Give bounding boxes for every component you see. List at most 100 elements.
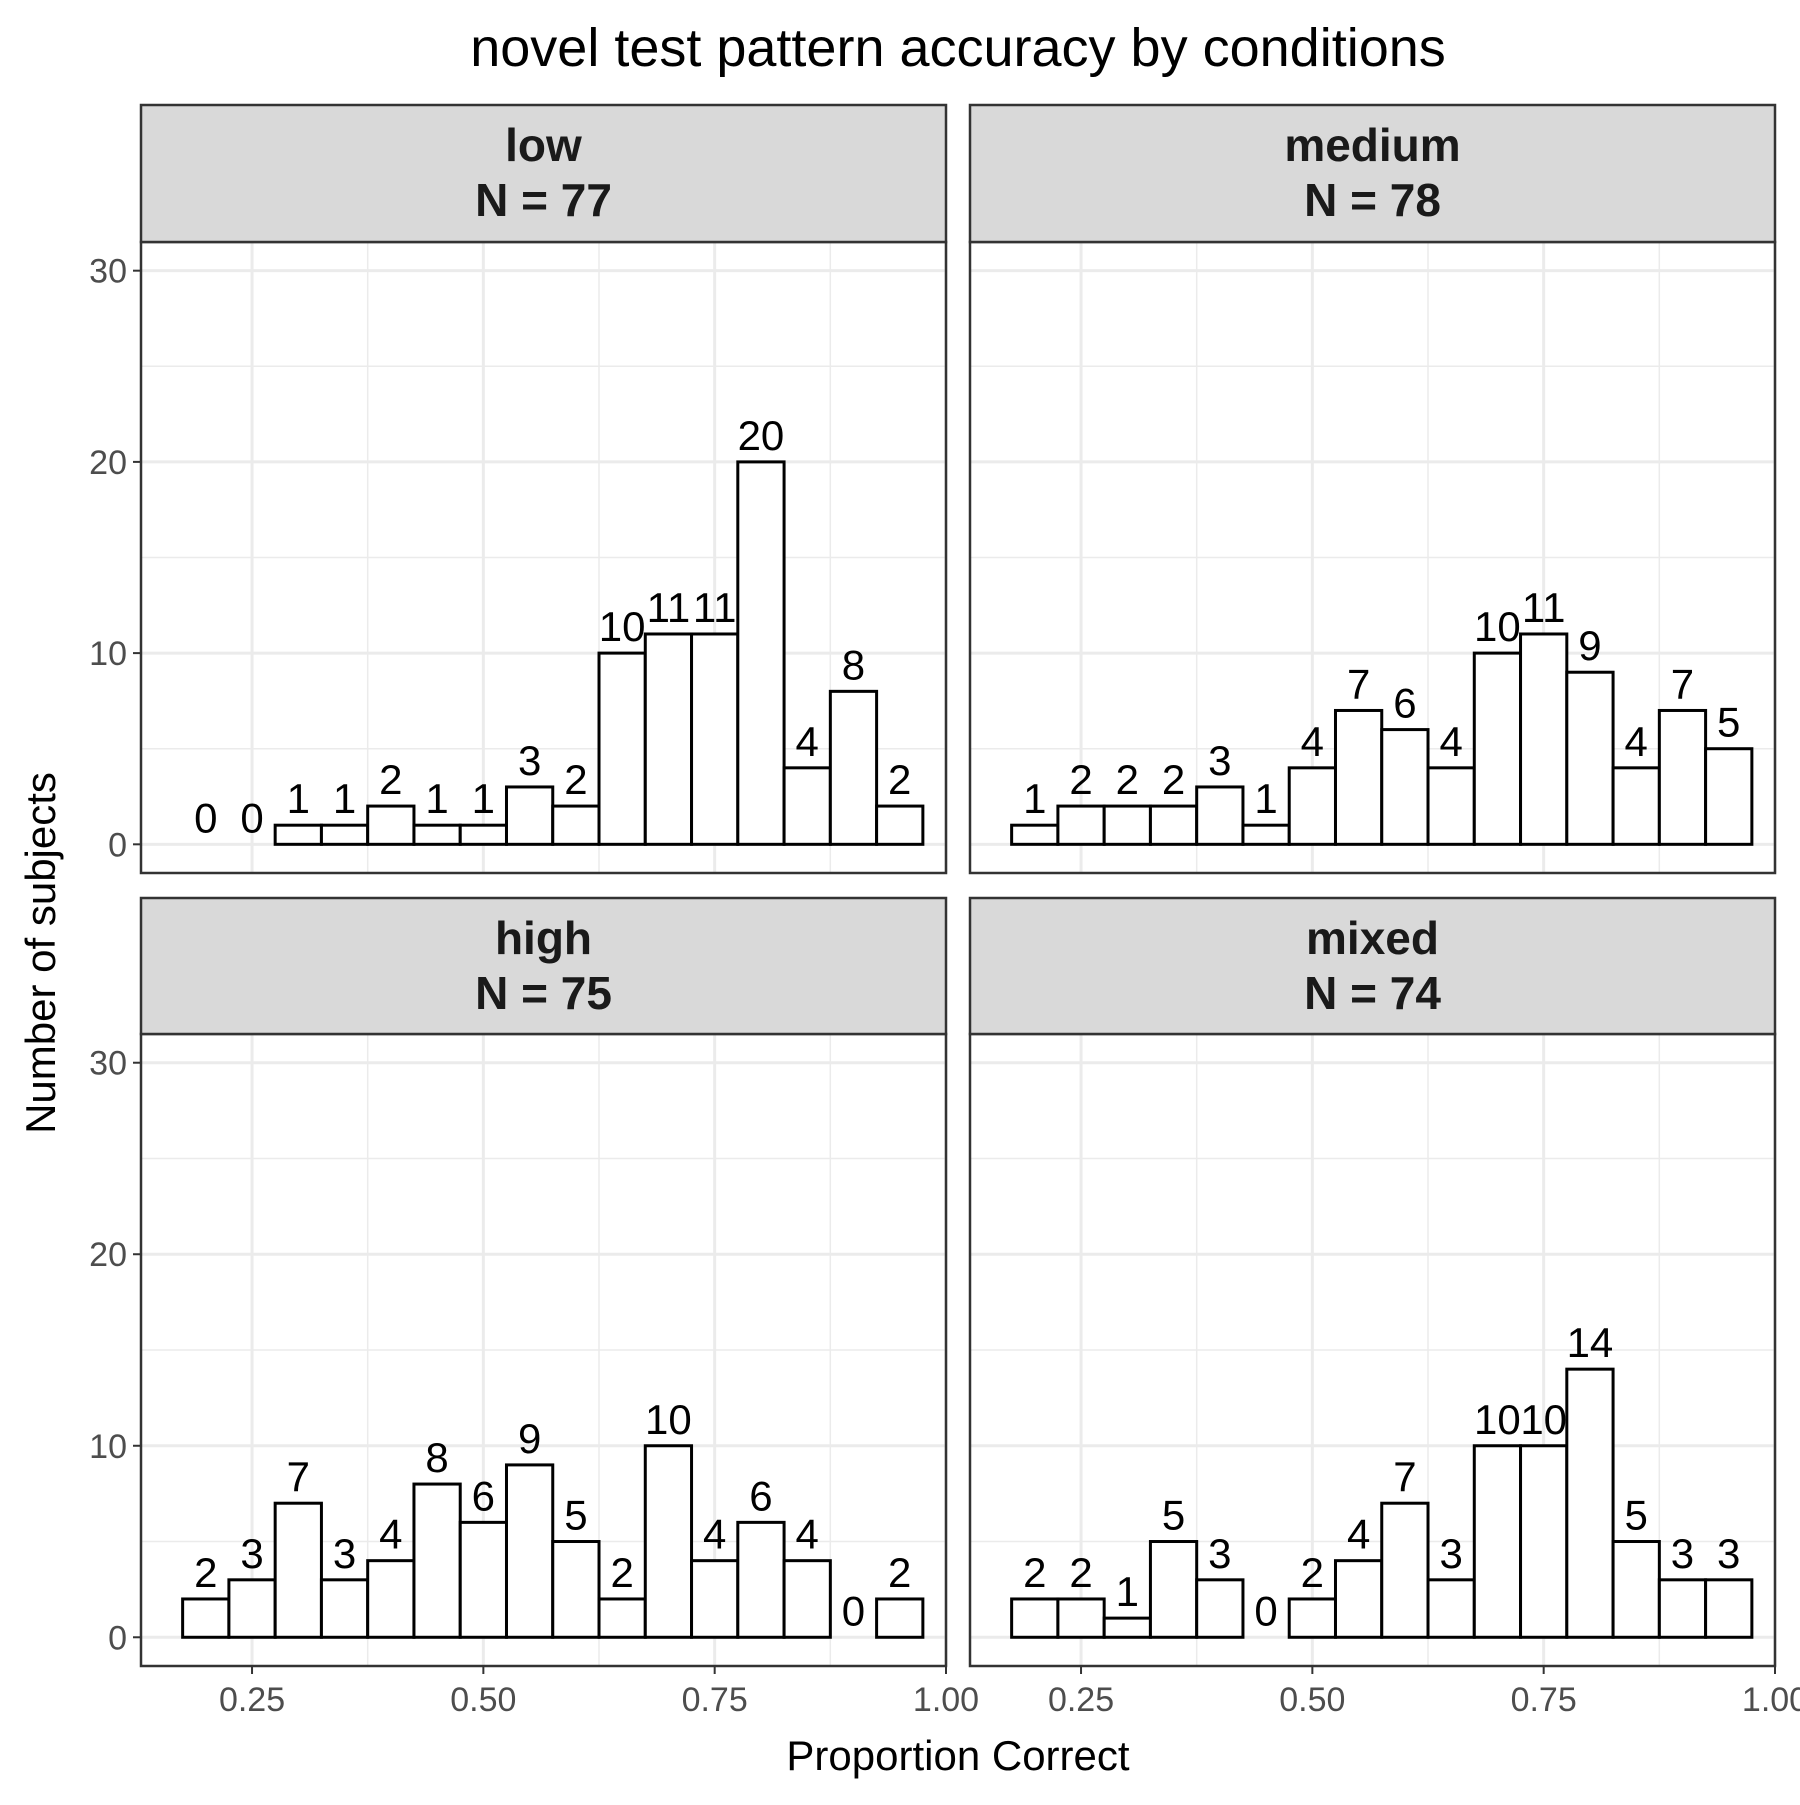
x-tick-label: 1.00 <box>913 1681 979 1719</box>
y-tick-label: 30 <box>89 1045 127 1083</box>
facet-strip <box>968 103 1777 244</box>
bar-value-label: 10 <box>599 603 646 650</box>
bar-value-label: 1 <box>1254 775 1277 822</box>
x-tick-label: 0.25 <box>1048 1681 1114 1719</box>
histogram-bar <box>1148 804 1199 846</box>
bar-value-label: 0 <box>194 794 217 841</box>
bar-value-label: 7 <box>1393 1453 1416 1500</box>
histogram-bar <box>1333 708 1384 846</box>
bar-value-label: 2 <box>1069 1549 1092 1596</box>
facet-condition-label: high <box>495 912 592 964</box>
bar-value-label: 2 <box>888 1549 911 1596</box>
histogram-bar <box>458 1520 508 1639</box>
bar-value-label: 10 <box>645 1396 692 1443</box>
x-tick-label: 0.50 <box>450 1681 516 1719</box>
x-axis-label: Proportion Correct <box>786 1732 1129 1779</box>
bar-value-label: 7 <box>287 1453 310 1500</box>
bar-value-label: 3 <box>1717 1530 1740 1577</box>
histogram-bar <box>227 1578 277 1639</box>
histogram-bar <box>1657 708 1708 846</box>
x-tick-label: 1.00 <box>1742 1681 1800 1719</box>
histogram-bar <box>1102 804 1152 846</box>
facet-condition-label: low <box>505 119 582 171</box>
y-tick-label: 10 <box>89 635 127 673</box>
histogram-bar <box>1426 766 1476 846</box>
bar-value-label: 1 <box>472 775 495 822</box>
bar-value-label: 2 <box>610 1549 633 1596</box>
bar-value-label: 6 <box>749 1472 772 1519</box>
histogram-bar <box>1010 823 1060 846</box>
bar-value-label: 1 <box>287 775 310 822</box>
bar-value-label: 0 <box>240 794 263 841</box>
bar-value-label: 5 <box>1717 699 1740 746</box>
bar-value-label: 11 <box>647 584 691 631</box>
histogram-bar <box>1333 1559 1384 1639</box>
histogram-bar <box>319 1578 370 1639</box>
histogram-bar <box>690 1559 740 1639</box>
x-tick-label: 0.25 <box>219 1681 285 1719</box>
bar-value-label: 20 <box>738 412 785 459</box>
histogram-bar <box>1519 1444 1569 1639</box>
bar-value-label: 5 <box>1625 1492 1648 1539</box>
bar-value-label: 9 <box>518 1415 541 1462</box>
bar-value-label: 11 <box>693 584 737 631</box>
histogram-bar <box>1195 1578 1245 1639</box>
y-tick-label: 10 <box>89 1428 127 1466</box>
bar-value-label: 0 <box>842 1587 865 1634</box>
bar-value-label: 4 <box>1439 718 1462 765</box>
histogram-bar <box>1148 1540 1199 1639</box>
bar-value-label: 1 <box>1116 1568 1139 1615</box>
bar-value-label: 4 <box>703 1511 726 1558</box>
bar-value-label: 14 <box>1567 1319 1614 1366</box>
histogram-bar <box>1472 1444 1523 1639</box>
facet-n-label: N = 78 <box>1304 174 1441 226</box>
histogram-bar <box>875 804 925 846</box>
histogram-bar <box>643 632 694 846</box>
facet-strip <box>139 103 948 244</box>
histogram-bar <box>412 823 462 846</box>
bar-value-label: 10 <box>1474 1396 1521 1443</box>
histogram-bar <box>643 1444 694 1639</box>
x-tick-label: 0.50 <box>1279 1681 1345 1719</box>
histogram-bar <box>1657 1578 1708 1639</box>
histogram-bar <box>181 1597 231 1639</box>
y-tick-label: 30 <box>89 253 127 291</box>
histogram-bar <box>412 1482 462 1639</box>
histogram-bar <box>597 1597 647 1639</box>
histogram-bar <box>1426 1578 1476 1639</box>
y-tick-label: 0 <box>108 826 127 864</box>
facet-n-label: N = 74 <box>1304 967 1441 1019</box>
bar-value-label: 2 <box>1116 756 1139 803</box>
histogram-bar <box>690 632 740 846</box>
bar-value-label: 4 <box>1625 718 1648 765</box>
bar-value-label: 1 <box>333 775 356 822</box>
bar-value-label: 2 <box>194 1549 217 1596</box>
bar-value-label: 10 <box>1474 603 1521 650</box>
histogram-bar <box>1056 804 1106 846</box>
histogram-bar <box>875 1597 925 1639</box>
bar-value-label: 5 <box>564 1492 587 1539</box>
bar-value-label: 3 <box>518 737 541 784</box>
bar-value-label: 8 <box>842 641 865 688</box>
bar-value-label: 2 <box>379 756 402 803</box>
histogram-bar <box>1010 1597 1060 1639</box>
histogram-bar <box>1287 766 1337 846</box>
histogram-bar <box>273 823 323 846</box>
bar-value-label: 2 <box>564 756 587 803</box>
histogram-bar <box>458 823 508 846</box>
histogram-bar <box>273 1501 323 1639</box>
bar-value-label: 2 <box>1023 1549 1046 1596</box>
y-tick-label: 20 <box>89 1236 127 1274</box>
bar-value-label: 6 <box>472 1472 495 1519</box>
histogram-bar <box>551 1540 601 1639</box>
histogram-bar <box>1287 1597 1337 1639</box>
histogram-bar <box>504 785 555 846</box>
bar-value-label: 11 <box>1522 584 1566 631</box>
bar-value-label: 4 <box>1301 718 1324 765</box>
